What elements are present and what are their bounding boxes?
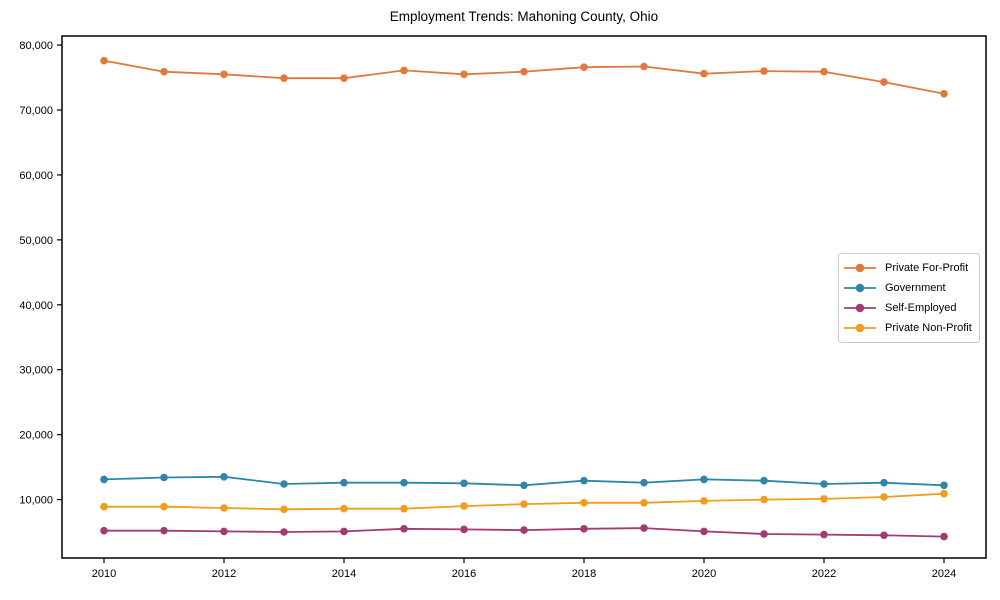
legend-dot-icon — [855, 263, 865, 273]
x-tick-label: 2010 — [92, 568, 116, 580]
data-point-marker — [940, 489, 948, 498]
data-point-marker — [880, 78, 888, 86]
data-point-marker — [580, 476, 588, 485]
data-point-marker — [580, 63, 588, 71]
legend-dot-icon — [855, 283, 865, 293]
y-tick-label: 50,000 — [19, 235, 53, 247]
data-point-marker — [520, 67, 528, 76]
data-point-marker — [700, 527, 708, 536]
legend-line-marker-icon — [844, 283, 876, 293]
data-point-marker — [160, 502, 168, 511]
data-point-marker — [160, 473, 168, 482]
legend-item-private-for-profit: Private For-Profit — [843, 259, 973, 277]
y-tick-label: 70,000 — [19, 105, 53, 117]
data-point-marker — [280, 74, 288, 82]
data-point-marker — [520, 500, 528, 508]
data-point-marker — [220, 504, 228, 512]
legend-item-self-employed: Self-Employed — [843, 299, 973, 317]
y-tick-label: 80,000 — [19, 40, 53, 52]
data-point-marker — [220, 70, 228, 79]
data-point-marker — [940, 481, 948, 490]
x-tick-label: 2018 — [572, 568, 596, 580]
data-point-marker — [220, 473, 228, 481]
data-point-marker — [580, 525, 588, 533]
legend-item-private-non-profit: Private Non-Profit — [843, 319, 973, 337]
legend-item-government: Government — [843, 279, 973, 297]
data-point-marker — [460, 525, 468, 534]
data-point-marker — [280, 505, 288, 514]
x-tick-label: 2024 — [932, 568, 956, 580]
data-point-marker — [460, 70, 468, 79]
legend-label: Private Non-Profit — [885, 322, 972, 334]
data-point-marker — [580, 499, 588, 507]
data-point-marker — [400, 66, 408, 75]
data-point-marker — [340, 74, 348, 82]
legend-dot-icon — [855, 323, 865, 333]
x-tick-label: 2012 — [212, 568, 236, 580]
data-point-marker — [100, 475, 108, 484]
x-tick-label: 2014 — [332, 568, 356, 580]
data-point-marker — [880, 493, 888, 501]
data-point-marker — [700, 497, 708, 505]
data-point-marker — [160, 67, 168, 76]
series-line-private-for-profit — [103, 59, 945, 95]
data-point-marker — [340, 527, 348, 536]
x-tick-label: 2016 — [452, 568, 476, 580]
data-point-marker — [100, 502, 108, 511]
data-point-marker — [220, 527, 228, 536]
data-point-marker — [760, 495, 768, 504]
data-point-marker — [340, 478, 348, 487]
data-point-marker — [640, 524, 648, 532]
legend: Private For-Profit Government Self-Employe… — [838, 253, 980, 343]
data-point-marker — [760, 530, 768, 538]
data-point-marker — [820, 67, 828, 76]
data-point-marker — [520, 481, 528, 490]
data-point-marker — [400, 504, 408, 513]
data-point-marker — [160, 526, 168, 535]
data-point-marker — [760, 67, 768, 75]
data-point-marker — [880, 478, 888, 487]
chart-title: Employment Trends: Mahoning County, Ohio — [389, 9, 659, 24]
y-tick-label: 10,000 — [19, 495, 53, 507]
data-point-marker — [460, 479, 468, 488]
data-point-marker — [880, 531, 888, 540]
legend-label: Government — [885, 282, 946, 294]
y-tick-label: 60,000 — [19, 170, 53, 182]
data-point-marker — [100, 526, 108, 535]
data-point-marker — [820, 480, 828, 488]
data-point-marker — [400, 525, 408, 533]
data-point-marker — [340, 504, 348, 513]
data-point-marker — [280, 528, 288, 536]
data-point-marker — [940, 532, 948, 541]
data-point-marker — [940, 90, 948, 98]
legend-label: Private For-Profit — [885, 262, 969, 274]
legend-line-marker-icon — [844, 323, 876, 333]
data-point-marker — [700, 69, 708, 78]
data-point-marker — [640, 478, 648, 487]
data-point-marker — [100, 56, 108, 65]
y-tick-label: 30,000 — [19, 365, 53, 377]
data-point-marker — [400, 478, 408, 487]
y-tick-label: 20,000 — [19, 430, 53, 442]
x-tick-label: 2022 — [812, 568, 836, 580]
data-point-marker — [640, 62, 648, 71]
data-point-marker — [640, 499, 648, 507]
data-point-marker — [820, 495, 828, 503]
legend-dot-icon — [855, 303, 865, 313]
legend-line-marker-icon — [844, 263, 876, 273]
x-tick-label: 2020 — [692, 568, 716, 580]
data-point-marker — [460, 502, 468, 510]
plot-border — [61, 35, 987, 559]
data-point-marker — [820, 530, 828, 539]
data-point-marker — [520, 526, 528, 534]
legend-label: Self-Employed — [885, 302, 957, 314]
legend-line-marker-icon — [844, 303, 876, 313]
y-tick-label: 40,000 — [19, 300, 53, 312]
data-point-marker — [700, 475, 708, 484]
data-point-marker — [760, 476, 768, 485]
data-point-marker — [280, 480, 288, 488]
